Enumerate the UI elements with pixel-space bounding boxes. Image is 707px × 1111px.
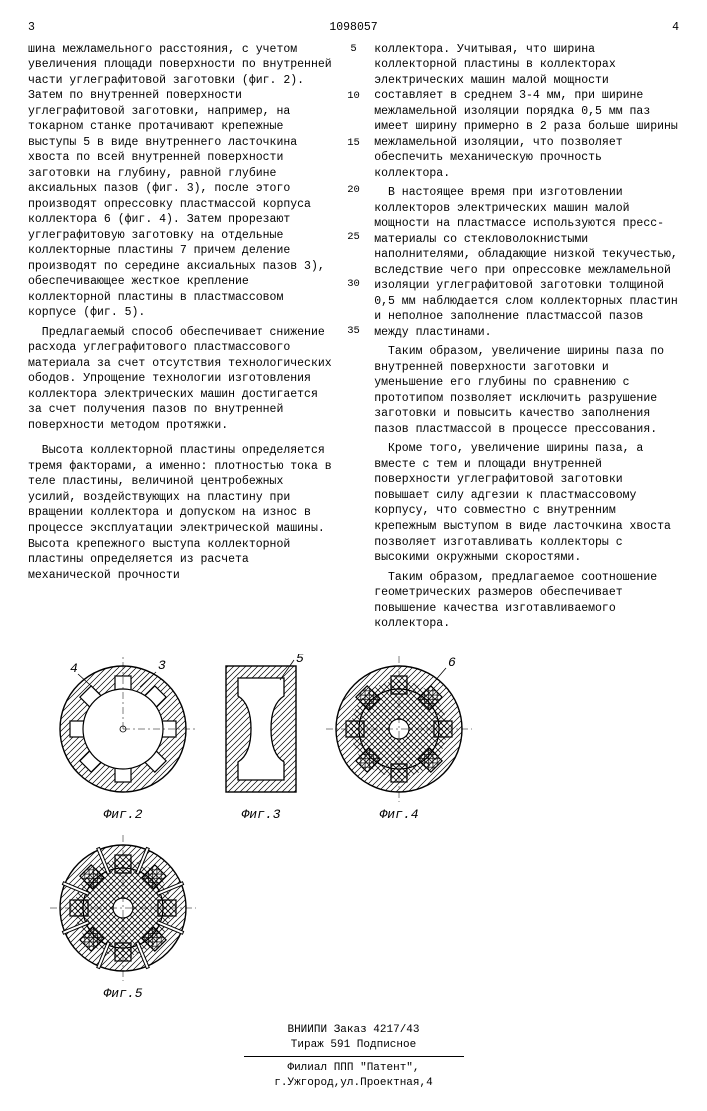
ln: 5 bbox=[341, 42, 366, 89]
figure-5: Фиг.5 bbox=[48, 833, 198, 1003]
figures-block: 4 3 Фиг.2 5 Фиг.3 bbox=[28, 654, 679, 1003]
footer-l1: ВНИИПИ Заказ 4217/43 bbox=[28, 1023, 679, 1038]
fig2-label: Фиг.2 bbox=[103, 806, 142, 824]
left-column: шина межламельного расстояния, с учетом … bbox=[28, 42, 341, 636]
page-num-right: 4 bbox=[672, 20, 679, 36]
footer: ВНИИПИ Заказ 4217/43 Тираж 591 Подписное… bbox=[28, 1023, 679, 1091]
fig3-label: Фиг.3 bbox=[241, 806, 280, 824]
fig5-svg bbox=[48, 833, 198, 983]
para: Высота коллекторной пластины определяетс… bbox=[28, 443, 333, 583]
para: Кроме того, увеличение ширины паза, а вм… bbox=[374, 441, 679, 565]
para: Предлагаемый способ обеспечивает снижени… bbox=[28, 325, 333, 434]
para: В настоящее время при изготовлении колле… bbox=[374, 185, 679, 340]
page-num-left: 3 bbox=[28, 20, 35, 36]
para: Таким образом, увеличение ширины паза по… bbox=[374, 344, 679, 437]
page-header: 3 1098057 4 bbox=[28, 20, 679, 36]
callout-4: 4 bbox=[70, 661, 78, 676]
para: коллектора. Учитывая, что ширина коллект… bbox=[374, 42, 679, 182]
footer-l2: Тираж 591 Подписное bbox=[28, 1038, 679, 1053]
footer-l3: Филиал ППП "Патент", bbox=[28, 1061, 679, 1076]
callout-6: 6 bbox=[448, 655, 456, 670]
ln: 30 bbox=[341, 277, 366, 324]
figure-4: 6 Фиг.4 bbox=[324, 654, 474, 824]
figure-3: 5 Фиг.3 bbox=[216, 654, 306, 824]
callout-3: 3 bbox=[158, 658, 166, 673]
ln: 15 bbox=[341, 136, 366, 183]
line-number-gutter: 5 10 15 20 25 30 35 bbox=[341, 42, 366, 636]
right-column: коллектора. Учитывая, что ширина коллект… bbox=[366, 42, 679, 636]
footer-l4: г.Ужгород,ул.Проектная,4 bbox=[28, 1076, 679, 1091]
ln: 25 bbox=[341, 230, 366, 277]
doc-number: 1098057 bbox=[329, 20, 377, 36]
figure-row-1: 4 3 Фиг.2 5 Фиг.3 bbox=[28, 654, 679, 824]
figure-row-2: Фиг.5 bbox=[28, 833, 679, 1003]
fig4-label: Фиг.4 bbox=[379, 806, 418, 824]
ln: 20 bbox=[341, 183, 366, 230]
fig4-svg: 6 bbox=[324, 654, 474, 804]
fig2-svg: 4 3 bbox=[48, 654, 198, 804]
ln: 35 bbox=[341, 324, 366, 371]
ln: 10 bbox=[341, 89, 366, 136]
callout-5: 5 bbox=[296, 654, 304, 666]
fig3-svg: 5 bbox=[216, 654, 306, 804]
footer-rule bbox=[244, 1056, 464, 1057]
para: шина межламельного расстояния, с учетом … bbox=[28, 42, 333, 321]
para: Таким образом, предлагаемое соотношение … bbox=[374, 570, 679, 632]
figure-2: 4 3 Фиг.2 bbox=[48, 654, 198, 824]
text-columns: шина межламельного расстояния, с учетом … bbox=[28, 42, 679, 636]
fig5-label: Фиг.5 bbox=[103, 985, 142, 1003]
